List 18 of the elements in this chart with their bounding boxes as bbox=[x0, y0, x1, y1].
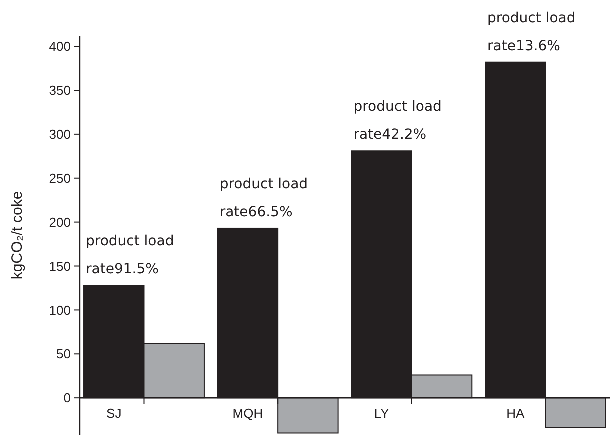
annotation: product load rate66.5% bbox=[220, 176, 308, 220]
x-tick-label: SJ bbox=[106, 406, 122, 422]
y-tick-label: 250 bbox=[49, 170, 71, 186]
y-tick-label: 350 bbox=[49, 83, 71, 98]
y-tick-label: 50 bbox=[56, 346, 71, 362]
annotation: product load rate91.5% bbox=[86, 234, 174, 278]
x-tick-label: HA bbox=[506, 406, 525, 422]
annotation: product load rate42.2% bbox=[354, 99, 442, 144]
y-tick-label: 400 bbox=[49, 39, 71, 54]
y-tick-label: 150 bbox=[49, 258, 71, 274]
y-tick-label: 300 bbox=[49, 126, 71, 142]
y-axis-title: kgCO₂/t coke bbox=[9, 191, 26, 280]
y-tick-label: 200 bbox=[49, 214, 71, 230]
annotation: product load rate13.6% bbox=[488, 10, 576, 54]
x-tick-label: MQH bbox=[232, 406, 264, 422]
y-tick-label: 100 bbox=[49, 302, 71, 318]
y-tick-label: 0 bbox=[64, 390, 71, 406]
x-tick-label: LY bbox=[374, 406, 390, 422]
